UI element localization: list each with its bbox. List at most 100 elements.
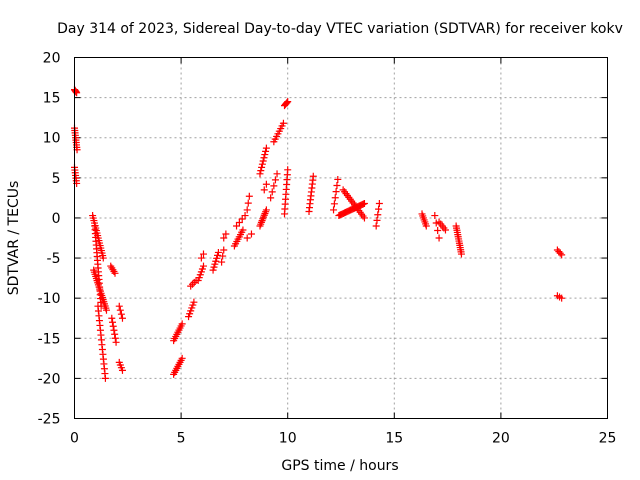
data-point — [212, 257, 220, 265]
data-point — [220, 246, 228, 254]
data-point — [111, 330, 119, 338]
data-point — [241, 212, 249, 220]
y-tick-label: 15 — [43, 91, 61, 107]
data-point — [239, 226, 247, 234]
data-point — [211, 260, 219, 268]
data-point — [108, 314, 116, 322]
data-point — [422, 222, 430, 230]
data-point — [375, 200, 383, 208]
ticks: 0 5 10 15 20 25 -25 -20 -15 -10 -5 0 5 10 15 20 — [38, 51, 617, 447]
data-point — [118, 314, 126, 322]
data-point — [214, 251, 222, 259]
data-point — [334, 175, 342, 183]
data-point — [332, 188, 340, 196]
data-point — [111, 269, 119, 277]
data-point — [258, 163, 266, 171]
data-point — [431, 212, 439, 220]
data-point — [435, 234, 443, 242]
chart-title: Day 314 of 2023, Sidereal Day-to-day VTE… — [57, 21, 623, 37]
data-point — [258, 160, 266, 168]
data-point — [116, 306, 124, 314]
y-tick-label: 0 — [52, 211, 61, 227]
data-point — [117, 310, 125, 318]
data-point — [279, 119, 287, 127]
data-point — [219, 252, 227, 260]
y-axis-title: SDTVAR / TECUs — [6, 181, 22, 296]
data-point — [243, 234, 251, 242]
data-point — [210, 263, 218, 271]
data-point — [259, 157, 267, 165]
data-point — [197, 254, 205, 262]
data-point — [374, 211, 382, 219]
x-tick-label: 25 — [599, 431, 617, 447]
data-point — [375, 205, 383, 213]
data-point — [262, 180, 270, 188]
data-point — [556, 249, 564, 257]
data-point — [284, 166, 292, 174]
data-point — [178, 320, 186, 328]
data-point — [267, 194, 275, 202]
data-point — [271, 176, 279, 184]
data-point — [256, 170, 264, 178]
data-point — [243, 206, 251, 214]
data-point — [441, 226, 449, 234]
data-point — [109, 322, 117, 330]
y-tick-label: -25 — [38, 412, 61, 428]
data-point — [214, 248, 222, 256]
data-points — [71, 86, 566, 382]
y-tick-label: -15 — [38, 331, 61, 347]
data-point — [333, 182, 341, 190]
data-point — [220, 234, 228, 242]
data-point — [190, 298, 198, 306]
y-tick-label: 5 — [52, 171, 61, 187]
plot-frame — [74, 57, 608, 419]
data-point — [331, 194, 339, 202]
x-axis-title: GPS time / hours — [281, 458, 398, 474]
data-point — [247, 230, 255, 238]
data-point — [360, 200, 368, 208]
data-point — [209, 266, 217, 274]
data-point — [273, 170, 281, 178]
data-point — [245, 192, 253, 200]
data-point — [101, 374, 109, 382]
data-point — [178, 354, 186, 362]
data-point — [262, 206, 270, 214]
data-point — [199, 250, 207, 258]
data-point — [109, 318, 117, 326]
x-tick-label: 0 — [70, 431, 79, 447]
y-tick-label: -5 — [47, 251, 61, 267]
data-point — [222, 230, 230, 238]
data-point — [262, 147, 270, 155]
data-point — [260, 154, 268, 162]
data-point — [99, 254, 107, 262]
y-tick-label: 10 — [43, 131, 61, 147]
data-point — [260, 186, 268, 194]
data-point — [244, 199, 252, 207]
data-point — [330, 206, 338, 214]
data-point — [558, 251, 566, 259]
data-point — [330, 200, 338, 208]
y-tick-label: 20 — [43, 51, 61, 67]
data-point — [372, 222, 380, 230]
data-point — [257, 167, 265, 175]
data-point — [268, 188, 276, 196]
data-point — [558, 294, 566, 302]
data-point — [115, 302, 123, 310]
x-tick-label: 10 — [279, 431, 297, 447]
data-point — [213, 254, 221, 262]
x-tick-label: 15 — [385, 431, 403, 447]
x-tick-label: 20 — [492, 431, 510, 447]
data-point — [309, 172, 317, 180]
data-point — [373, 216, 381, 224]
data-point — [199, 262, 207, 270]
data-point — [284, 98, 292, 106]
data-point — [261, 151, 269, 159]
data-point — [270, 182, 278, 190]
y-tick-label: -10 — [38, 291, 61, 307]
data-point — [457, 250, 465, 258]
data-point — [218, 258, 226, 266]
data-point — [262, 144, 270, 152]
data-point — [360, 214, 368, 222]
